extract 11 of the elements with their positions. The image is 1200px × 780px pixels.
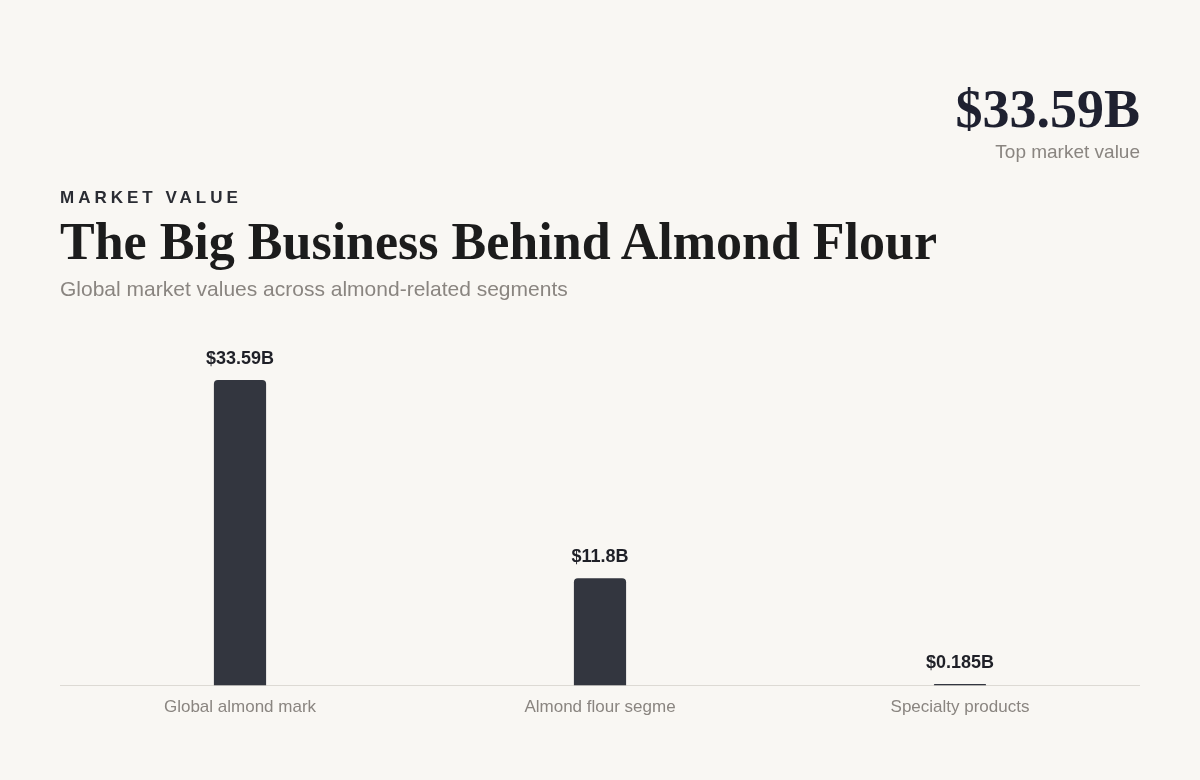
x-tick-label: Global almond mark	[163, 697, 317, 717]
data-label: $0.185B	[925, 651, 995, 672]
x-tick-label: Specialty products	[890, 697, 1030, 717]
data-label: $33.59B	[205, 347, 275, 368]
x-tick-label: Almond flour segme	[524, 697, 676, 717]
data-label: $11.8B	[571, 546, 629, 567]
chart-subtitle: Global market values across almond-related segments	[60, 277, 568, 301]
chart-title: The Big Business Behind Almond Flour	[60, 212, 938, 271]
text: Top market value	[995, 141, 1140, 163]
text: $33.59B	[955, 78, 1140, 140]
text: MARKET VALUE	[60, 188, 242, 208]
